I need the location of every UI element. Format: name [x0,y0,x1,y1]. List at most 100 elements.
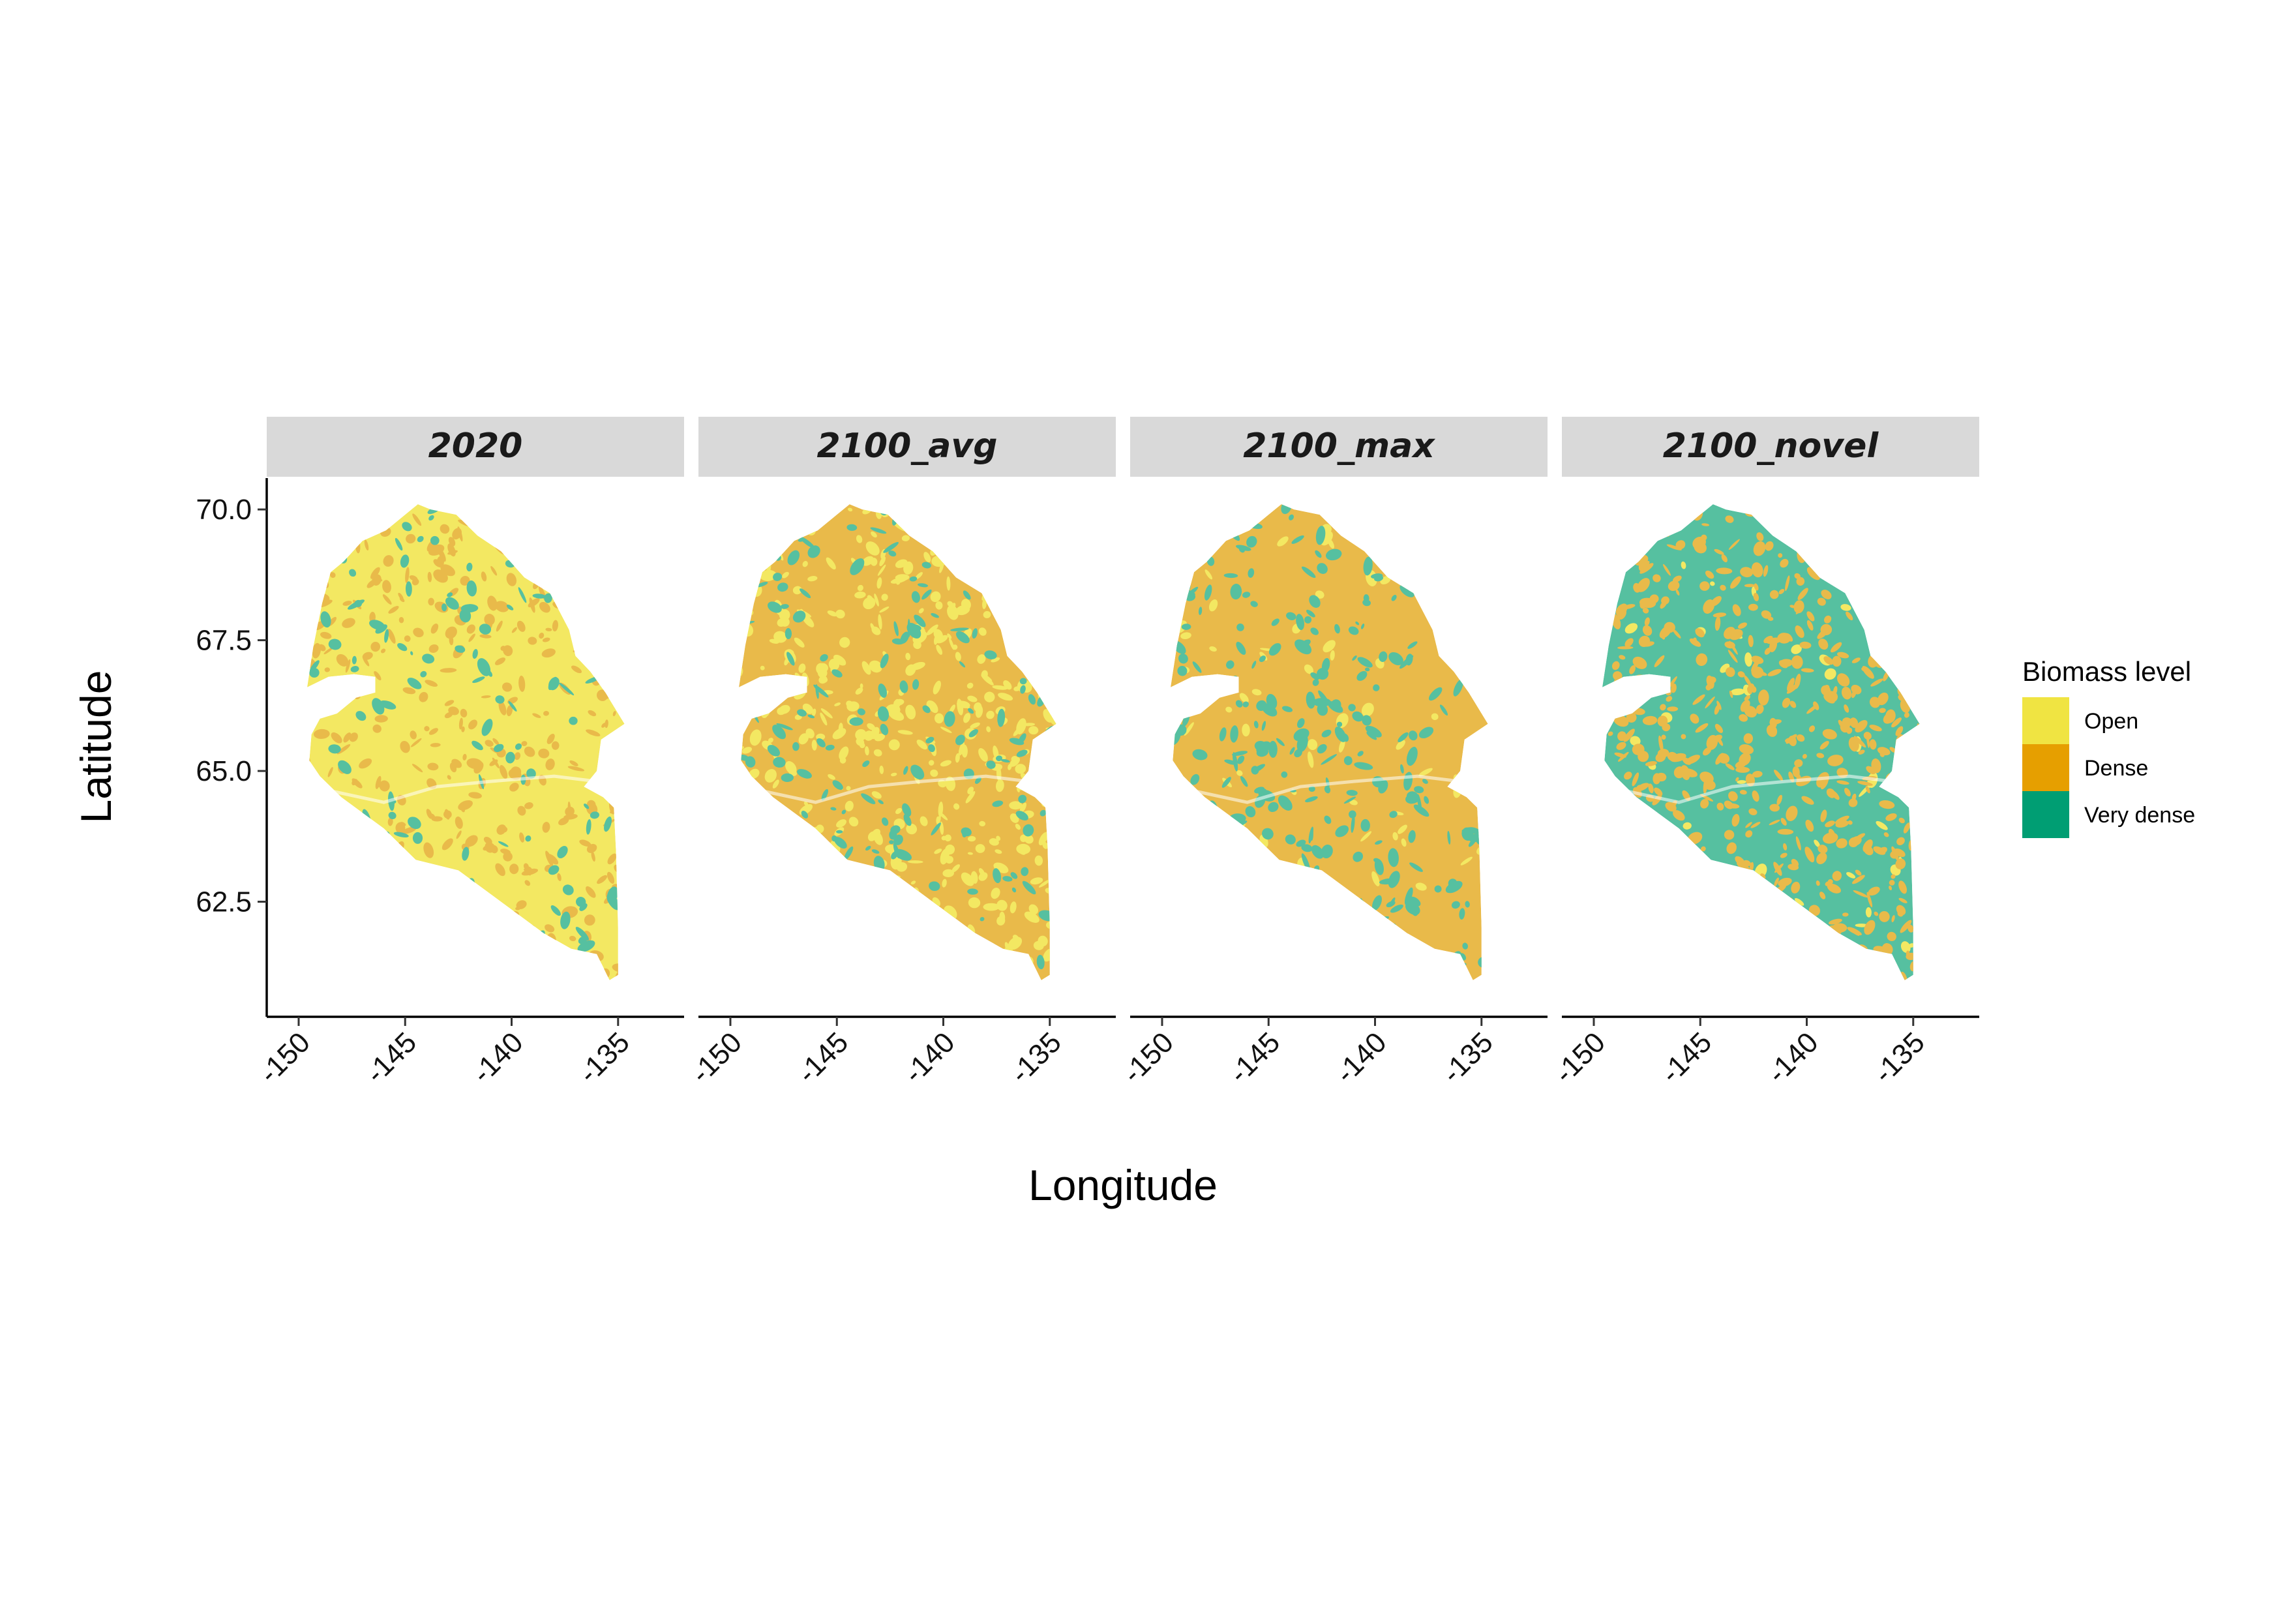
biomass-patch-very-dense [899,680,908,693]
biomass-patch-dense [1666,544,1682,550]
biomass-patch-open [871,791,882,799]
biomass-patch-open [845,800,854,812]
biomass-patch-very-dense [1019,678,1027,685]
biomass-patch-dense [313,729,330,739]
biomass-patch-dense [495,601,509,612]
biomass-patch-open [967,852,973,855]
biomass-patch-dense [1900,920,1912,933]
biomass-patch-dense [1869,739,1877,750]
biomass-patch-open [895,807,903,815]
biomass-patch-open [967,695,978,702]
biomass-patch-open [856,738,865,746]
biomass-patch-dense [1795,836,1801,850]
biomass-patch-very-dense [559,682,575,696]
biomass-patch-dense [331,732,342,744]
biomass-patch-dense [1835,820,1849,828]
biomass-patch-open [1431,713,1439,721]
biomass-patch-dense [410,730,417,740]
biomass-patch-very-dense [576,897,586,907]
biomass-patch-very-dense [1390,904,1403,913]
biomass-patch-very-dense [773,757,786,768]
biomass-patch-very-dense [1294,639,1312,655]
biomass-patch-very-dense [498,841,509,847]
biomass-patch-dense [1769,590,1779,599]
biomass-patch-very-dense [1388,652,1403,666]
biomass-patch-dense [1751,666,1764,678]
biomass-patch-dense [1826,788,1836,798]
biomass-patch-very-dense [996,755,1002,762]
biomass-patch-open [1038,879,1051,888]
biomass-patch-open [1277,536,1289,547]
biomass-patch-very-dense [548,677,560,691]
biomass-patch-open [1392,832,1398,841]
biomass-patch-open [923,552,931,563]
biomass-patch-open [1361,702,1374,717]
y-tick-label: 67.5 [196,625,252,657]
biomass-patch-dense [1806,620,1814,631]
biomass-patch-open [970,722,980,729]
biomass-patch-dense [1660,704,1666,711]
biomass-patch-dense [1748,603,1758,611]
biomass-patch-dense [500,764,508,779]
biomass-patch-open [1398,824,1407,834]
biomass-patch-dense [1661,734,1666,740]
biomass-patch-very-dense [1324,785,1331,794]
biomass-patch-very-dense [1348,626,1359,635]
biomass-patch-very-dense [986,760,996,769]
biomass-patch-open [907,860,923,864]
biomass-patch-open [936,816,940,826]
biomass-patch-very-dense [583,804,590,809]
biomass-patch-open [906,823,918,835]
biomass-patch-open [951,864,960,873]
biomass-patch-dense [1654,787,1663,796]
biomass-patch-open [981,674,994,685]
biomass-patch-dense [569,935,576,942]
biomass-patch-very-dense [912,679,920,690]
biomass-patch-dense [1662,723,1671,732]
biomass-patch-dense [468,719,477,730]
biomass-patch-very-dense [961,827,972,837]
biomass-patch-dense [1862,666,1874,679]
biomass-patch-open [945,844,955,855]
biomass-patch-dense [1786,682,1800,694]
biomass-patch-dense [1696,653,1708,667]
biomass-patch-very-dense [1399,584,1414,597]
biomass-patch-very-dense [1237,755,1245,764]
biomass-patch-very-dense [1251,764,1265,774]
biomass-patch-dense [456,830,462,839]
biomass-patch-dense [1842,717,1853,727]
biomass-patch-dense [1780,558,1789,568]
biomass-patch-dense [1649,594,1659,604]
biomass-patch-dense [387,817,393,826]
biomass-patch-dense [1728,791,1738,802]
biomass-patch-dense [1885,813,1897,821]
biomass-patch-open [991,888,1000,899]
biomass-patch-open [817,663,829,673]
biomass-patch-dense [1616,742,1626,750]
biomass-patch-dense [605,719,608,729]
biomass-patch-open [992,685,1008,690]
biomass-patch-open [1013,727,1022,736]
biomass-patch-dense [545,924,555,933]
biomass-patch-very-dense [350,666,359,672]
biomass-patch-very-dense [785,628,792,639]
biomass-patch-dense [1744,695,1750,701]
biomass-patch-very-dense [405,581,412,597]
river-band [1602,774,1893,804]
biomass-patch-open [955,753,960,763]
biomass-patch-very-dense [548,865,560,875]
biomass-patch-dense [1780,852,1788,858]
biomass-patch-open [1624,623,1638,634]
biomass-patch-dense [1820,809,1827,822]
biomass-patch-very-dense [372,698,385,715]
biomass-patch-very-dense [1335,825,1349,837]
biomass-patch-very-dense [1281,706,1293,712]
biomass-patch-very-dense [1306,691,1315,709]
biomass-patch-dense [1748,683,1755,691]
biomass-patch-open [918,608,924,614]
biomass-patch-open [1004,942,1010,952]
biomass-patch-open [846,786,851,791]
biomass-patch-dense [1732,604,1741,616]
biomass-patch-open [818,676,828,684]
biomass-patch-dense [1738,622,1747,629]
